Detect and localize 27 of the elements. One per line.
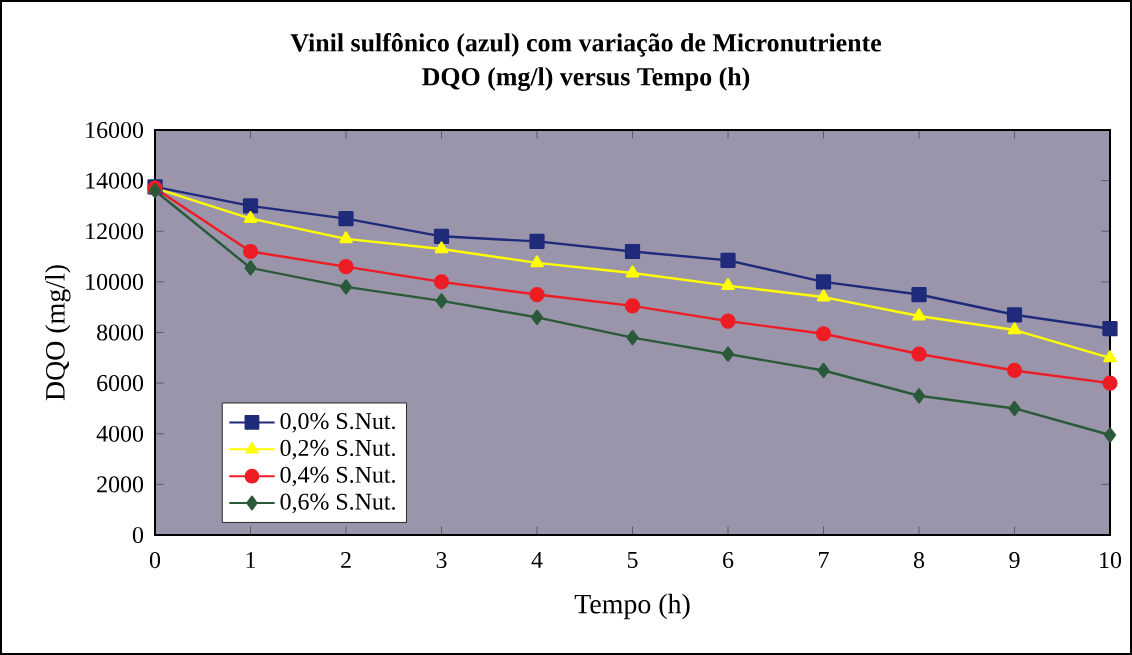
y-axis-title: DQO (mg/l) <box>45 265 71 401</box>
x-tick-label: 9 <box>1009 552 1020 569</box>
legend-label: 0,2% S.Nut. <box>280 439 395 460</box>
x-tick-label: 10 <box>1100 552 1122 569</box>
y-tick-label: 0 <box>132 526 144 544</box>
y-tick-label: 14000 <box>86 172 144 189</box>
y-tick-label: 10000 <box>86 273 144 290</box>
x-tick-label: 3 <box>436 552 447 569</box>
x-axis-title: Tempo (h) <box>574 593 690 620</box>
y-tick-label: 2000 <box>97 476 144 493</box>
y-tick-label: 8000 <box>97 324 144 341</box>
x-tick-label: 7 <box>819 552 829 568</box>
x-tick-label: 5 <box>627 552 638 568</box>
y-tick-label: 12000 <box>86 223 144 240</box>
legend-label: 0,4% S.Nut. <box>280 466 395 487</box>
x-tick-label: 6 <box>723 552 734 569</box>
x-tick-label: 0 <box>149 552 161 569</box>
x-tick-label: 8 <box>913 552 925 569</box>
x-tick-label: 1 <box>246 552 256 568</box>
chart-title: Vinil sulfônico (azul) com variação de Micronutriente DQO (mg/l) versus Tempo (h) <box>290 33 882 91</box>
y-tick-label: 6000 <box>97 375 144 392</box>
x-tick-label: 4 <box>531 552 543 568</box>
x-tick-label: 2 <box>341 552 351 568</box>
y-tick-label: 16000 <box>86 121 144 139</box>
legend-label: 0,6% S.Nut. <box>280 493 395 514</box>
y-tick-label: 4000 <box>96 425 144 442</box>
legend-label: 0,0% S.Nut. <box>280 412 395 433</box>
